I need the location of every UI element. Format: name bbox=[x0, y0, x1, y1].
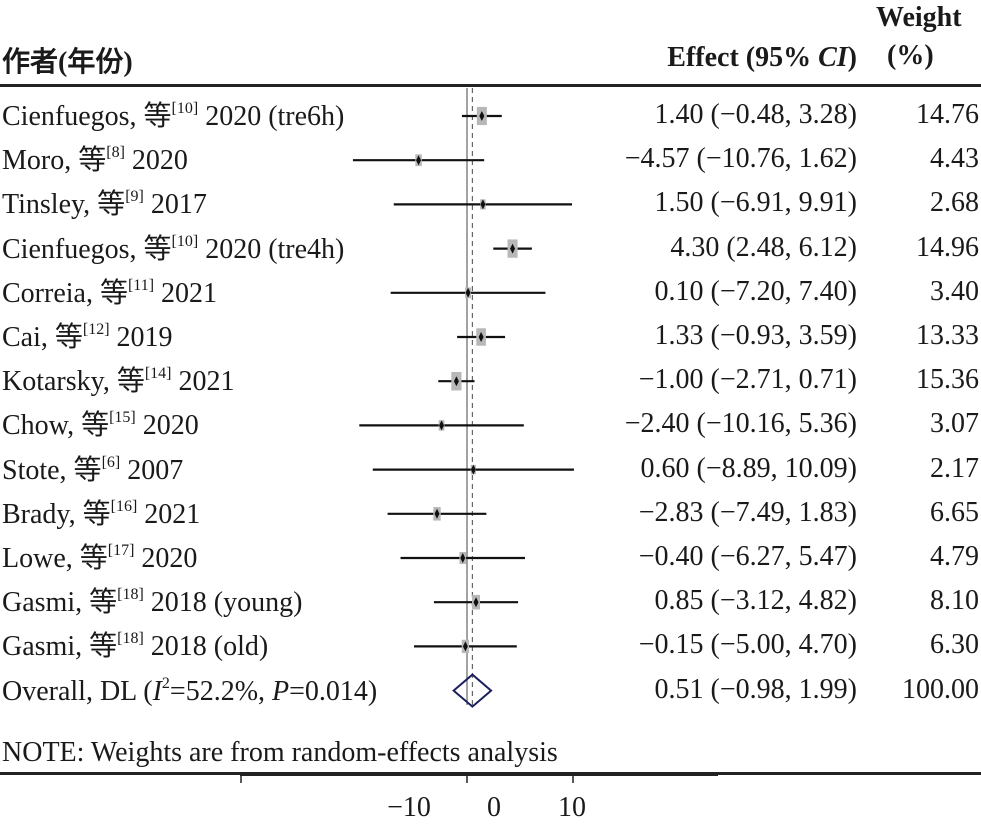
weight-value: 4.79 bbox=[930, 541, 979, 572]
point-estimate-marker bbox=[462, 641, 468, 652]
weight-value: 15.36 bbox=[916, 364, 979, 396]
overall-diamond bbox=[452, 673, 493, 708]
point-estimate-marker bbox=[453, 376, 459, 387]
weight-value: 14.96 bbox=[916, 231, 979, 263]
point-estimate-marker bbox=[479, 111, 485, 121]
weight-value: 2.17 bbox=[930, 452, 979, 484]
weight-header-line2: (%) bbox=[887, 40, 934, 71]
weight-value: 3.07 bbox=[930, 408, 979, 440]
weight-value: 13.33 bbox=[916, 320, 979, 351]
weight-value: 2.68 bbox=[930, 187, 979, 219]
study-column-header: 作者(年份) bbox=[2, 47, 133, 78]
weight-value: 14.76 bbox=[916, 99, 979, 130]
effect-ci-value: 1.33 (−0.93, 3.59) bbox=[654, 320, 857, 351]
study-label: Brady, 等[16] 2021 bbox=[2, 497, 201, 530]
point-estimate-marker bbox=[470, 464, 476, 475]
weight-value: 6.30 bbox=[930, 629, 979, 661]
weight-value: 8.10 bbox=[930, 585, 979, 617]
weight-value: 6.65 bbox=[930, 496, 979, 528]
overall-label: Overall, DL (I2=52.2%, P=0.014) bbox=[2, 674, 378, 707]
bottom-rule bbox=[0, 772, 981, 775]
point-estimate-marker bbox=[510, 243, 516, 254]
study-label: Kotarsky, 等[14] 2021 bbox=[2, 365, 235, 398]
weight-value: 3.40 bbox=[930, 275, 979, 307]
x-tick-label: 10 bbox=[558, 792, 586, 823]
study-label: Gasmi, 等[18] 2018 (old) bbox=[2, 630, 269, 663]
point-estimate-marker bbox=[478, 332, 484, 342]
study-label: Stote, 等[6] 2007 bbox=[2, 453, 184, 486]
point-estimate-marker bbox=[480, 199, 486, 210]
weight-value: 4.43 bbox=[930, 143, 979, 175]
point-estimate-marker bbox=[416, 155, 422, 166]
effect-column-header: Effect (95% CI) bbox=[667, 42, 857, 73]
study-label: Correia, 等[11] 2021 bbox=[2, 276, 218, 309]
study-label: Cienfuegos, 等[10] 2020 (tre6h) bbox=[2, 100, 345, 132]
effect-ci-value: −4.57 (−10.76, 1.62) bbox=[624, 143, 857, 175]
point-estimate-marker bbox=[473, 597, 479, 608]
study-label: Cienfuegos, 等[10] 2020 (tre4h) bbox=[2, 232, 345, 265]
overall-weight-value: 100.00 bbox=[902, 673, 979, 705]
weights-note: NOTE: Weights are from random-effects an… bbox=[2, 737, 558, 768]
study-label: Chow, 等[15] 2020 bbox=[2, 409, 199, 442]
effect-ci-value: 0.10 (−7.20, 7.40) bbox=[654, 275, 857, 307]
effect-ci-value: −0.40 (−6.27, 5.47) bbox=[638, 541, 857, 572]
header-rule bbox=[0, 84, 981, 87]
study-label: Tinsley, 等[9] 2017 bbox=[2, 188, 207, 221]
effect-ci-value: −0.15 (−5.00, 4.70) bbox=[638, 629, 857, 661]
effect-ci-value: −2.40 (−10.16, 5.36) bbox=[624, 408, 857, 440]
study-label: Lowe, 等[17] 2020 bbox=[2, 542, 198, 574]
point-estimate-marker bbox=[460, 553, 466, 563]
study-label: Cai, 等[12] 2019 bbox=[2, 321, 173, 353]
x-tick-label: 0 bbox=[487, 792, 501, 823]
effect-ci-value: 4.30 (2.48, 6.12) bbox=[670, 231, 857, 263]
effect-ci-value: 1.40 (−0.48, 3.28) bbox=[654, 99, 857, 130]
effect-ci-value: −2.83 (−7.49, 1.83) bbox=[638, 496, 857, 528]
weight-header-line1: Weight bbox=[876, 2, 962, 33]
overall-effect-ci-value: 0.51 (−0.98, 1.99) bbox=[654, 673, 857, 705]
point-estimate-marker bbox=[434, 508, 440, 519]
effect-ci-value: 0.85 (−3.12, 4.82) bbox=[654, 585, 857, 617]
effect-ci-value: 1.50 (−6.91, 9.91) bbox=[654, 187, 857, 219]
point-estimate-marker bbox=[465, 287, 471, 298]
point-estimate-marker bbox=[439, 420, 445, 431]
effect-ci-value: −1.00 (−2.71, 0.71) bbox=[638, 364, 857, 396]
x-tick-label: −10 bbox=[387, 792, 431, 823]
study-label: Moro, 等[8] 2020 bbox=[2, 144, 188, 177]
effect-ci-value: 0.60 (−8.89, 10.09) bbox=[640, 452, 857, 484]
study-label: Gasmi, 等[18] 2018 (young) bbox=[2, 586, 303, 619]
